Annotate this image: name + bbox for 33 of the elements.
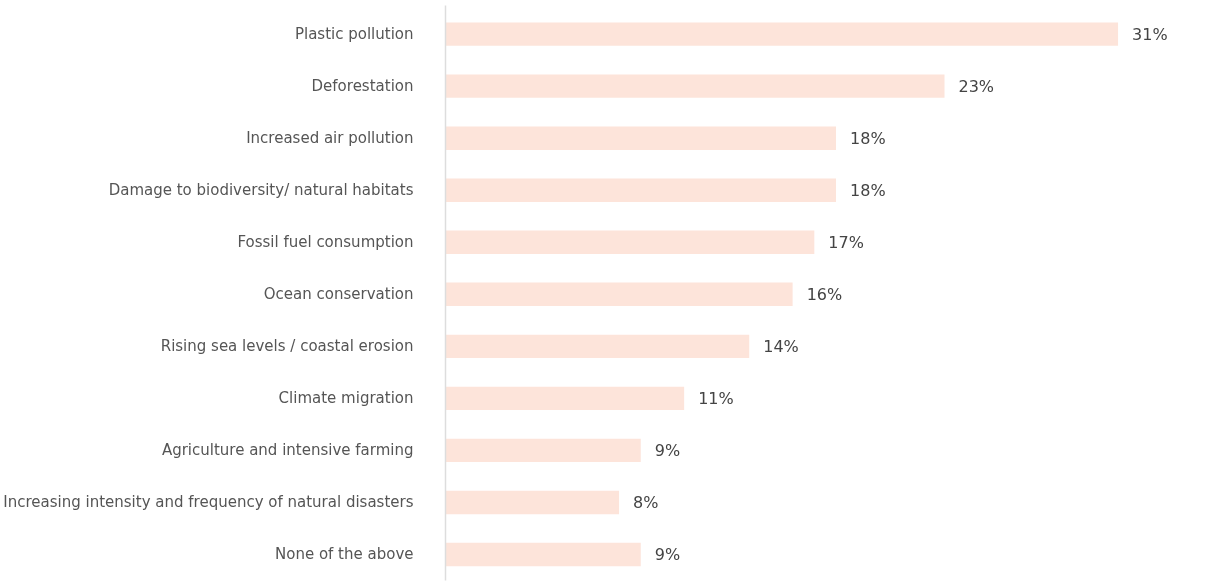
y-tick-label: Climate migration: [278, 389, 414, 408]
y-tick-label: Fossil fuel consumption: [237, 233, 414, 252]
data-label: 8%: [633, 492, 659, 512]
data-label: 23%: [958, 76, 995, 96]
bar: [445, 282, 793, 307]
y-tick-label: Rising sea levels / coastal erosion: [160, 337, 414, 356]
y-tick-label: Increasing intensity and frequency of natural disasters: [3, 493, 414, 512]
bar: [445, 22, 1119, 46]
data-label: 17%: [828, 232, 864, 252]
data-label: 31%: [1132, 24, 1168, 44]
y-tick-label: Deforestation: [311, 77, 414, 96]
bar: [445, 334, 750, 359]
y-tick-label: Increased air pollution: [246, 129, 414, 148]
data-label: 9%: [654, 440, 681, 460]
data-label: 18%: [850, 128, 886, 148]
data-label: 14%: [763, 336, 799, 356]
y-tick-label: Plastic pollution: [294, 25, 414, 44]
bar: [445, 74, 945, 98]
bar: [445, 438, 641, 463]
y-tick-label: Ocean conservation: [263, 285, 414, 304]
bar: [445, 230, 815, 254]
bar: [445, 490, 620, 515]
bar: [445, 126, 837, 150]
data-label: 9%: [654, 544, 681, 564]
data-label: 16%: [806, 284, 843, 304]
bar: [445, 542, 641, 567]
y-tick-label: Damage to biodiversity/ natural habitats: [108, 181, 414, 200]
y-tick-label: None of the above: [274, 545, 414, 564]
bar: [445, 386, 685, 411]
bar: [445, 178, 837, 202]
data-label: 11%: [698, 388, 734, 408]
y-tick-label: Agriculture and intensive farming: [161, 441, 414, 460]
data-label: 18%: [850, 180, 886, 200]
